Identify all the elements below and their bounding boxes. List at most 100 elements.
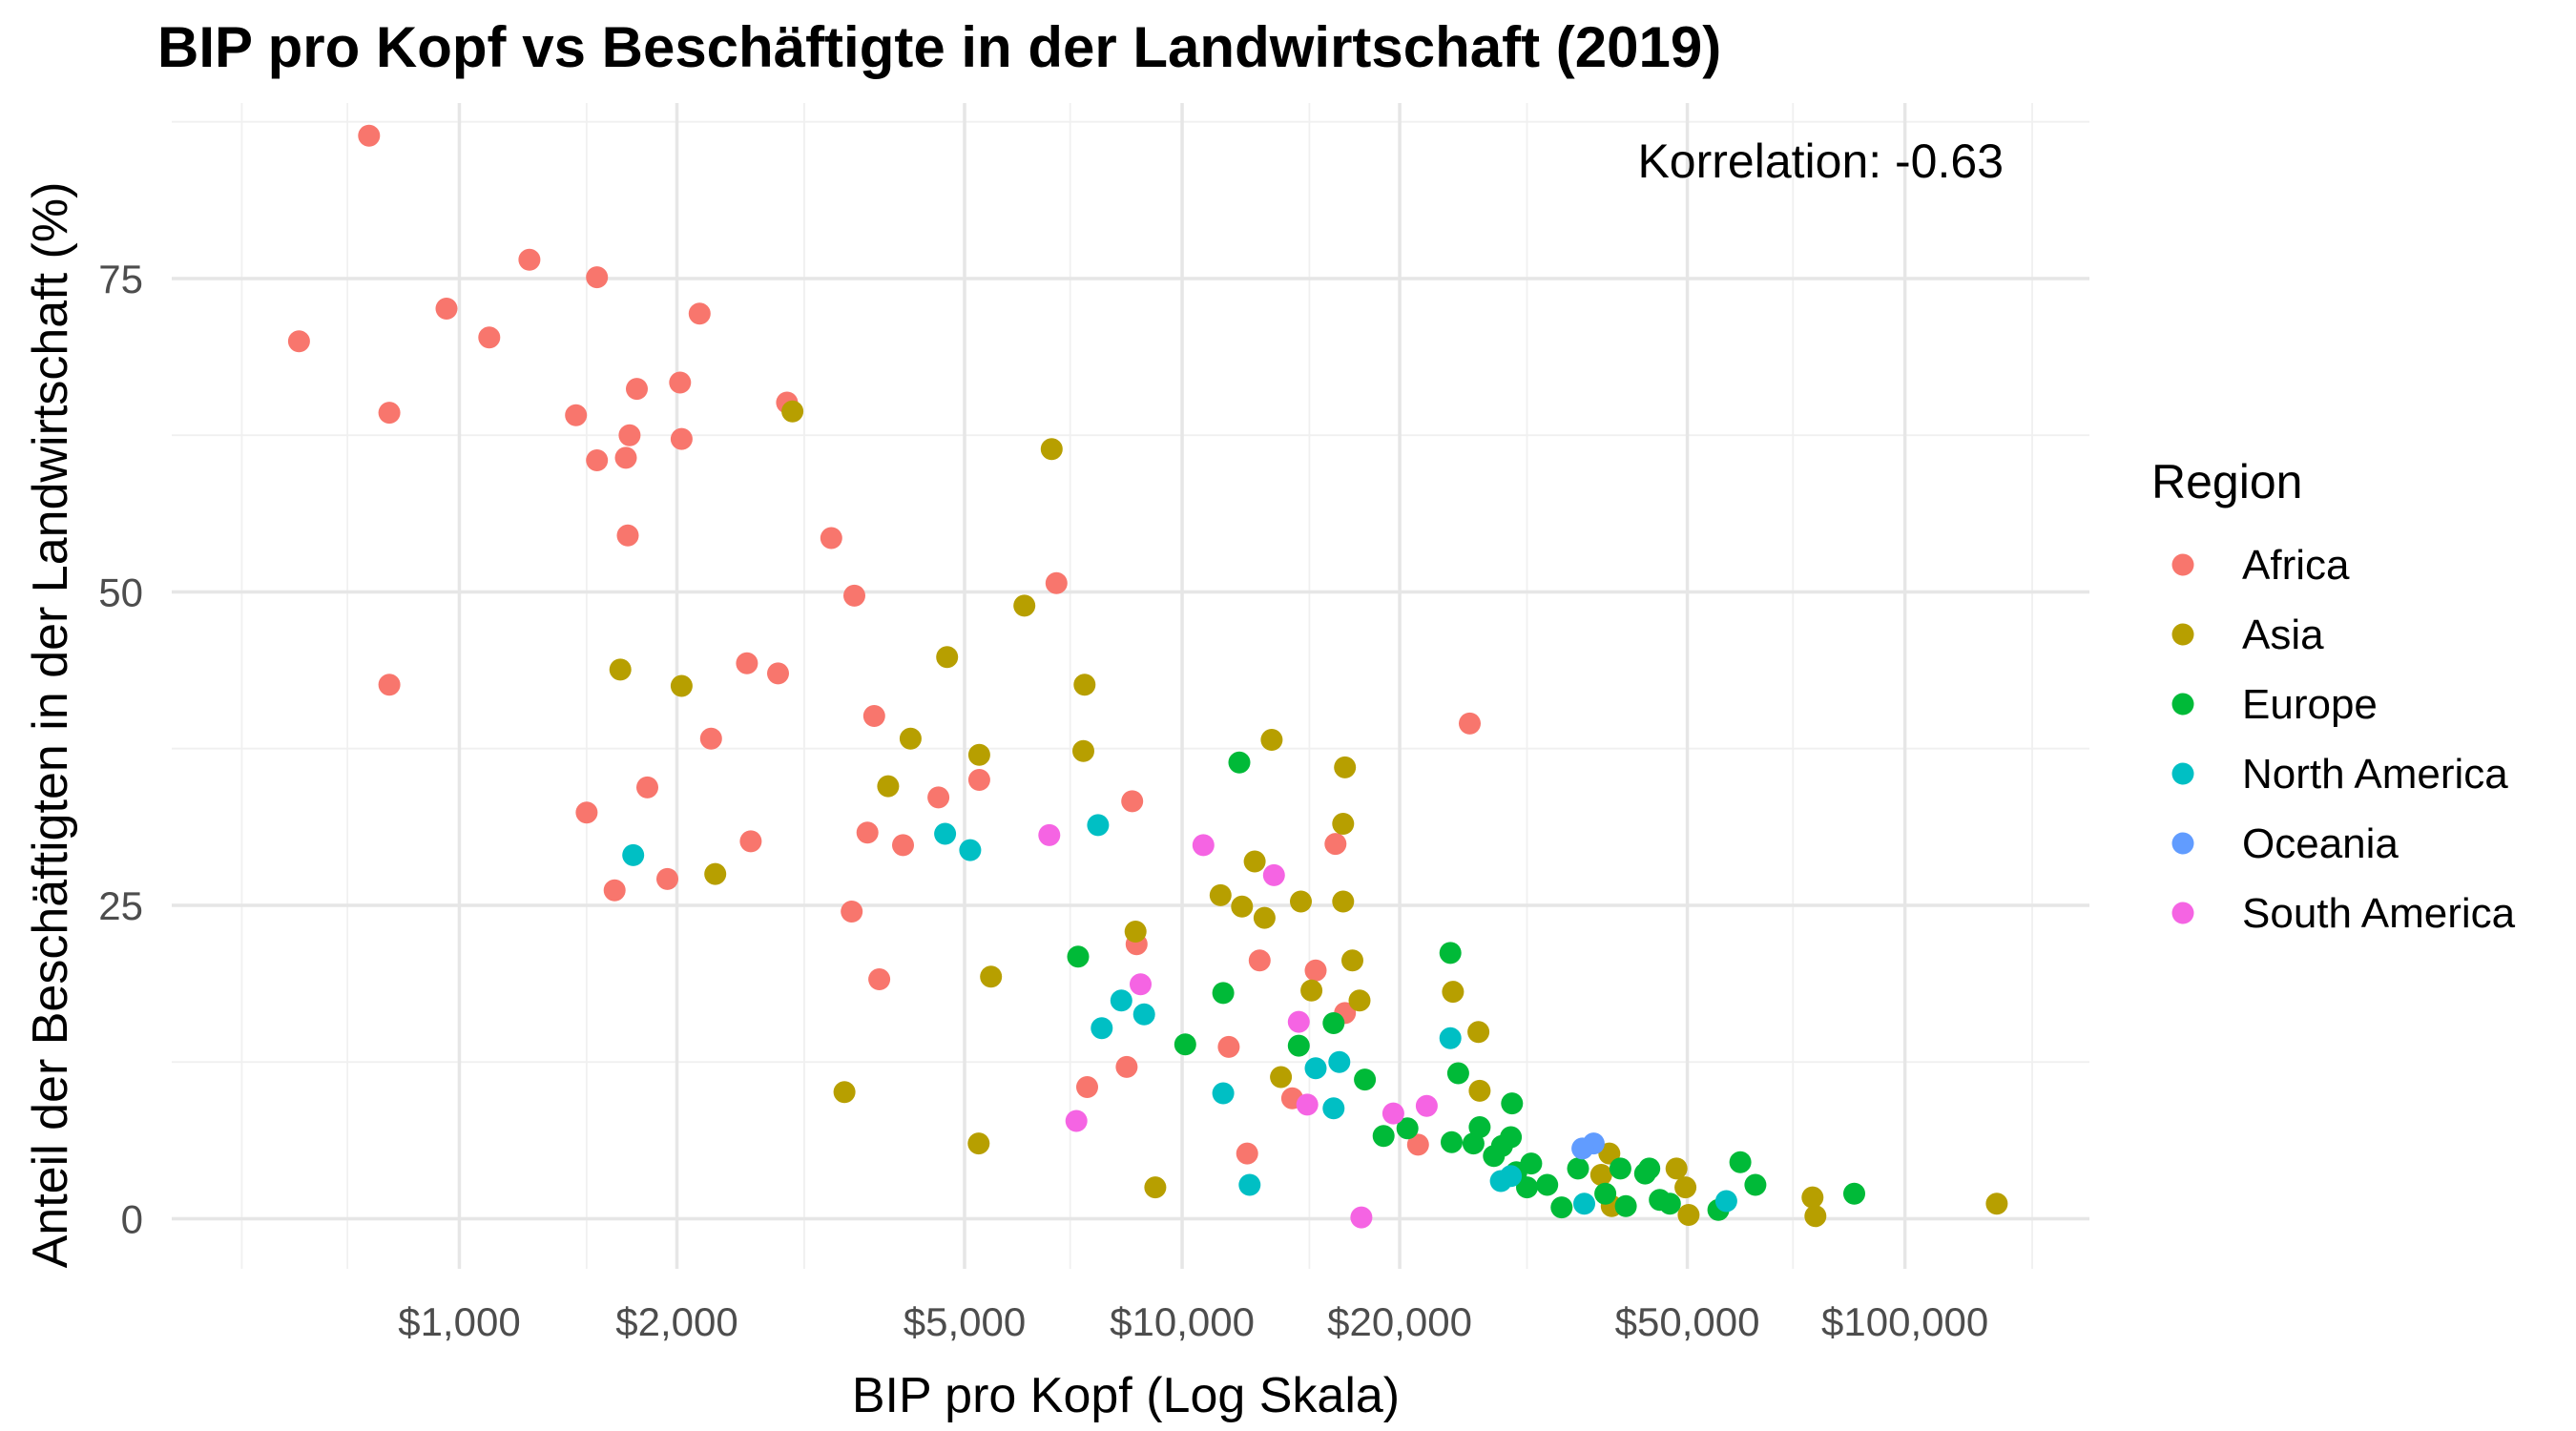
point-africa [1115, 1055, 1138, 1078]
point-africa [1459, 712, 1481, 735]
point-africa [862, 705, 885, 727]
point-africa [892, 834, 914, 857]
point-africa [626, 378, 648, 401]
minor-gridlines [172, 103, 2089, 1269]
point-north-america [622, 843, 645, 866]
point-asia [1270, 1066, 1293, 1089]
x-tick-label: $50,000 [1615, 1299, 1760, 1344]
legend-key-south-america [2171, 902, 2194, 924]
point-asia [967, 743, 990, 766]
point-europe [1658, 1192, 1681, 1215]
point-asia [1332, 813, 1355, 835]
point-europe [1614, 1194, 1637, 1217]
x-tick-label: $20,000 [1327, 1299, 1472, 1344]
point-europe [1212, 982, 1235, 1005]
point-europe [1174, 1033, 1196, 1056]
point-asia [609, 658, 632, 681]
point-asia [1341, 949, 1363, 972]
point-africa [856, 821, 879, 844]
point-asia [1674, 1176, 1697, 1199]
point-africa [841, 901, 863, 923]
point-asia [1260, 729, 1283, 751]
x-tick-label: $100,000 [1821, 1299, 1988, 1344]
chart-title: BIP pro Kopf vs Beschäftigte in der Land… [157, 15, 1721, 79]
point-asia [1073, 674, 1096, 696]
point-africa [435, 298, 458, 320]
y-tick-label: 0 [121, 1196, 143, 1241]
point-asia [1985, 1192, 2008, 1215]
point-europe [1468, 1116, 1491, 1138]
point-europe [1446, 1062, 1469, 1085]
point-africa [967, 769, 990, 791]
point-africa [586, 266, 609, 289]
data-points [287, 124, 2008, 1229]
point-south-america [1065, 1110, 1088, 1132]
legend-key-oceania [2171, 832, 2194, 855]
point-africa [358, 124, 381, 147]
point-africa [656, 867, 678, 890]
point-asia [1348, 989, 1371, 1012]
point-africa [1304, 959, 1327, 982]
point-europe [1439, 942, 1462, 964]
point-asia [980, 965, 1003, 988]
point-europe [1567, 1157, 1589, 1180]
legend-label-europe: Europe [2242, 681, 2378, 728]
point-europe [1441, 1130, 1463, 1153]
point-europe [1550, 1196, 1573, 1219]
point-asia [1013, 594, 1036, 617]
point-africa [699, 727, 722, 750]
x-tick-label: $1,000 [398, 1299, 520, 1344]
point-africa [518, 248, 541, 271]
point-asia [1243, 850, 1266, 873]
legend-label-africa: Africa [2242, 542, 2350, 589]
point-europe [1372, 1125, 1395, 1148]
point-africa [767, 662, 789, 685]
point-north-america [1091, 1017, 1113, 1040]
point-asia [899, 727, 922, 750]
point-europe [1501, 1092, 1524, 1115]
point-europe [1843, 1182, 1865, 1205]
point-north-america [1328, 1050, 1351, 1073]
legend-title: Region [2151, 455, 2302, 508]
x-tick-label: $2,000 [615, 1299, 737, 1344]
correlation-annotation: Korrelation: -0.63 [1637, 135, 2004, 188]
point-south-america [1038, 823, 1061, 846]
point-africa [1217, 1035, 1240, 1058]
point-asia [1144, 1176, 1167, 1199]
point-south-america [1287, 1010, 1310, 1033]
point-south-america [1192, 834, 1215, 857]
point-africa [868, 968, 891, 990]
point-africa [843, 584, 865, 607]
point-north-america [959, 839, 982, 861]
point-south-america [1296, 1093, 1319, 1116]
point-africa [1406, 1133, 1429, 1156]
y-tick-label: 25 [98, 883, 143, 928]
point-asia [1040, 438, 1063, 461]
point-asia [1231, 895, 1254, 918]
point-asia [936, 646, 959, 669]
point-north-america [1322, 1097, 1345, 1120]
point-africa [378, 674, 401, 696]
point-asia [1801, 1186, 1824, 1209]
point-europe [1322, 1012, 1345, 1034]
point-north-america [1439, 1027, 1462, 1049]
x-axis-title: BIP pro Kopf (Log Skala) [852, 1368, 1400, 1423]
point-africa [1121, 790, 1144, 813]
point-south-america [1262, 863, 1285, 886]
x-tick-label: $10,000 [1110, 1299, 1255, 1344]
legend-label-asia: Asia [2242, 612, 2324, 658]
point-north-america [1714, 1190, 1737, 1213]
point-asia [1589, 1164, 1612, 1186]
y-tick-label: 75 [98, 257, 143, 301]
point-south-america [1381, 1102, 1404, 1125]
point-europe [1520, 1152, 1543, 1175]
legend-key-asia [2171, 623, 2194, 646]
point-africa [670, 427, 693, 450]
point-north-america [1573, 1192, 1595, 1215]
point-europe [1729, 1151, 1752, 1173]
point-africa [636, 776, 658, 798]
point-africa [1248, 949, 1271, 972]
point-asia [1598, 1142, 1621, 1165]
point-europe [1516, 1176, 1538, 1199]
